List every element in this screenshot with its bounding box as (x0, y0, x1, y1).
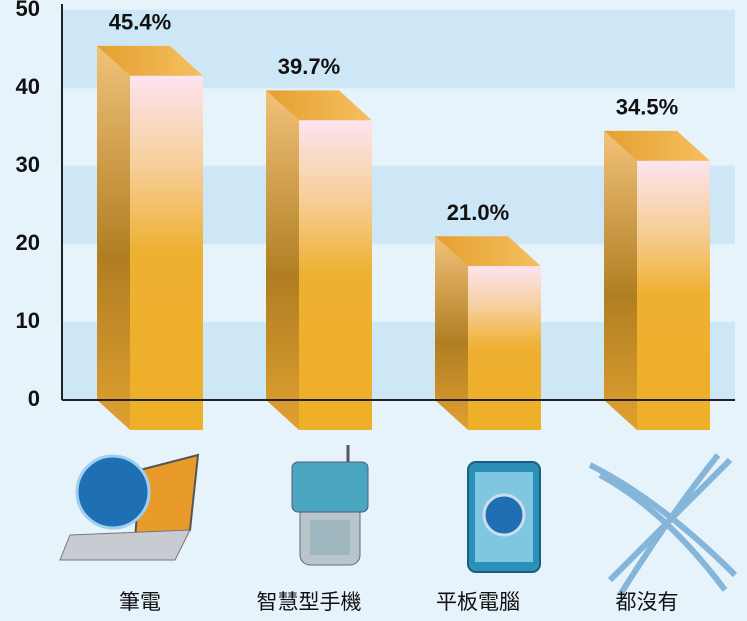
y-tick-label: 10 (16, 308, 40, 333)
bar (97, 46, 203, 430)
y-tick-label: 40 (16, 74, 40, 99)
x-tick-label: 智慧型手機 (257, 590, 362, 614)
bar-front (468, 266, 541, 430)
bar-side (604, 131, 637, 430)
bar-side (266, 90, 299, 430)
icon-phone (292, 445, 368, 565)
bar-side (97, 46, 130, 430)
icon-tablet (468, 462, 540, 572)
x-tick-label: 平板電腦 (436, 590, 520, 614)
bar-front (130, 76, 203, 430)
y-tick-label: 30 (16, 152, 40, 177)
value-label: 39.7% (278, 54, 340, 79)
y-tick-label: 50 (16, 0, 40, 21)
x-tick-label: 筆電 (119, 590, 161, 614)
value-label: 45.4% (109, 10, 171, 35)
bar-front (299, 120, 372, 430)
bar (604, 131, 710, 430)
value-label: 21.0% (447, 200, 509, 225)
bar (266, 90, 372, 430)
value-label: 34.5% (616, 95, 678, 120)
y-tick-label: 0 (28, 386, 40, 411)
chart: 0 10 20 30 40 50 45.4% 筆電 39.7% 智慧型手機 21.0% 平板電腦 34.… (0, 0, 747, 621)
y-tick-label: 20 (16, 230, 40, 255)
bar-front (637, 161, 710, 430)
x-tick-label: 都沒有 (616, 590, 679, 614)
